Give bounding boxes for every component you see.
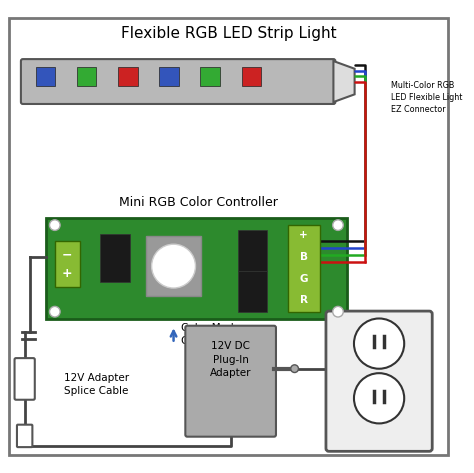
Text: −: − bbox=[62, 248, 73, 261]
Polygon shape bbox=[333, 61, 355, 102]
Text: G: G bbox=[300, 274, 308, 284]
Circle shape bbox=[354, 318, 404, 369]
FancyBboxPatch shape bbox=[100, 234, 130, 282]
FancyBboxPatch shape bbox=[237, 230, 267, 271]
Text: +: + bbox=[62, 267, 73, 280]
FancyBboxPatch shape bbox=[17, 425, 32, 447]
FancyBboxPatch shape bbox=[326, 311, 432, 451]
FancyBboxPatch shape bbox=[201, 67, 220, 86]
FancyBboxPatch shape bbox=[21, 59, 335, 104]
FancyBboxPatch shape bbox=[288, 225, 319, 312]
FancyBboxPatch shape bbox=[146, 236, 201, 296]
FancyBboxPatch shape bbox=[237, 271, 267, 312]
FancyBboxPatch shape bbox=[9, 18, 447, 455]
FancyBboxPatch shape bbox=[36, 67, 55, 86]
FancyBboxPatch shape bbox=[242, 67, 261, 86]
FancyBboxPatch shape bbox=[118, 67, 137, 86]
Circle shape bbox=[152, 244, 195, 288]
Text: Mini RGB Color Controller: Mini RGB Color Controller bbox=[119, 196, 278, 209]
Circle shape bbox=[354, 373, 404, 423]
Circle shape bbox=[49, 220, 60, 230]
Text: 12V Adapter
Splice Cable: 12V Adapter Splice Cable bbox=[64, 373, 129, 396]
Text: Color Mode-
Changing Button: Color Mode- Changing Button bbox=[181, 323, 269, 346]
Text: Flexible RGB LED Strip Light: Flexible RGB LED Strip Light bbox=[120, 26, 336, 41]
FancyBboxPatch shape bbox=[46, 218, 347, 318]
Text: Multi-Color RGB
LED Flexible Light
EZ Connector: Multi-Color RGB LED Flexible Light EZ Co… bbox=[391, 81, 462, 114]
FancyBboxPatch shape bbox=[77, 67, 96, 86]
Text: B: B bbox=[300, 252, 308, 262]
FancyBboxPatch shape bbox=[15, 358, 35, 400]
Circle shape bbox=[333, 220, 343, 230]
Text: +: + bbox=[300, 230, 308, 240]
Text: R: R bbox=[300, 296, 308, 306]
FancyBboxPatch shape bbox=[159, 67, 179, 86]
Text: 12V DC
Plug-In
Adapter: 12V DC Plug-In Adapter bbox=[210, 342, 251, 378]
Circle shape bbox=[49, 307, 60, 317]
FancyBboxPatch shape bbox=[55, 241, 80, 287]
Circle shape bbox=[291, 365, 299, 373]
FancyBboxPatch shape bbox=[185, 326, 276, 437]
Circle shape bbox=[333, 307, 343, 317]
